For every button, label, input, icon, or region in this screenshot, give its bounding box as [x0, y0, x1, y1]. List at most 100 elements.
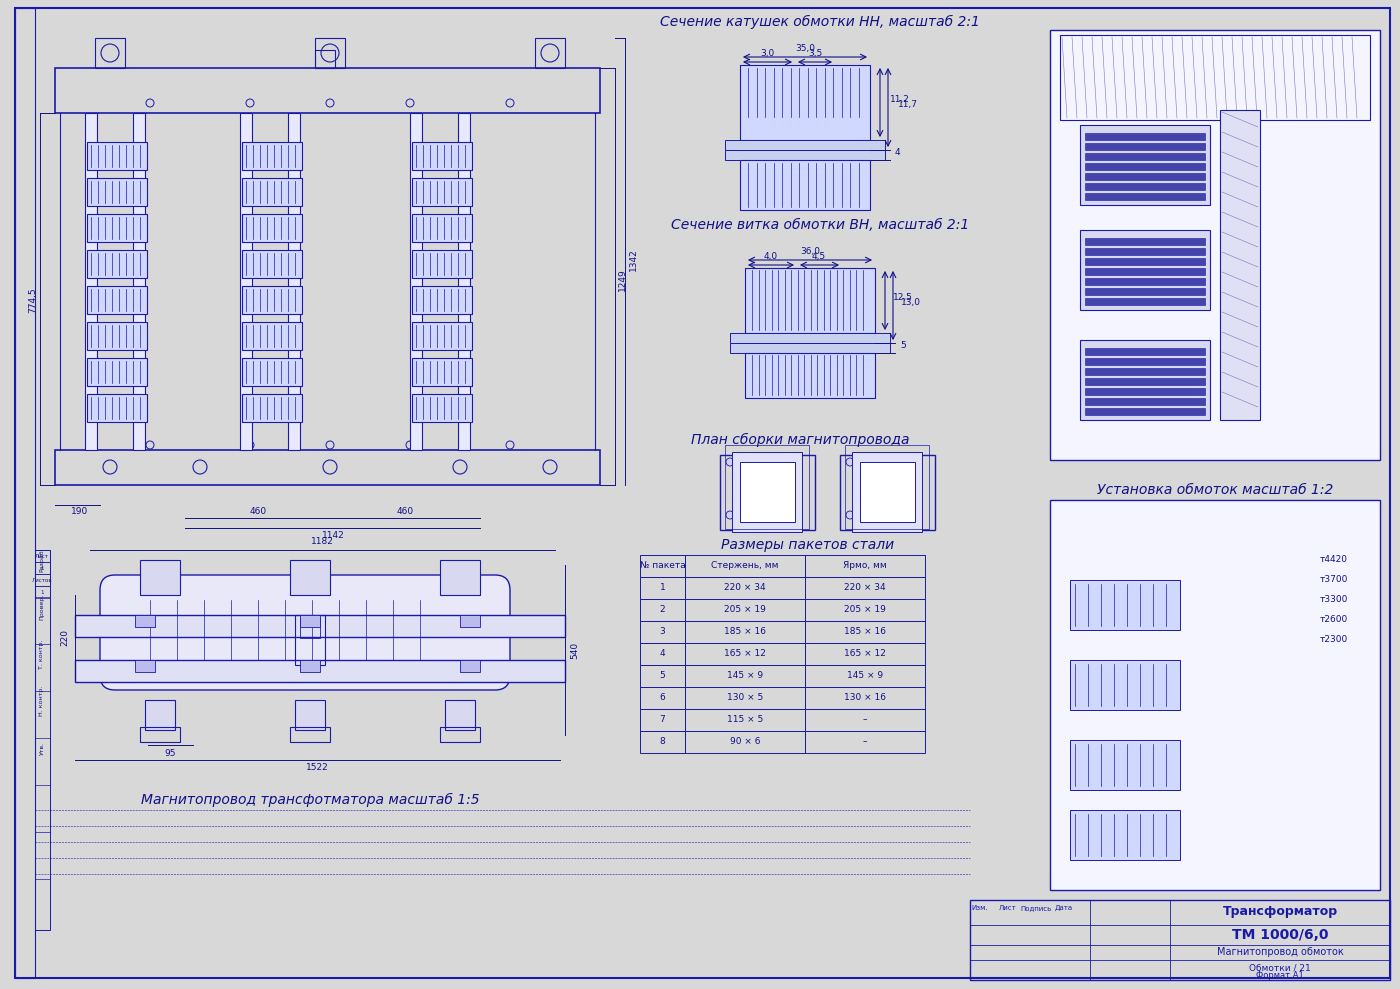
Bar: [1070, 740, 1180, 790]
Bar: [412, 177, 472, 206]
Bar: [640, 687, 685, 709]
Text: –: –: [862, 715, 867, 725]
Text: 115 × 5: 115 × 5: [727, 715, 763, 725]
Bar: [805, 709, 925, 731]
Bar: [1085, 408, 1205, 415]
Text: 1: 1: [41, 566, 43, 571]
Bar: [729, 333, 890, 343]
Text: 6: 6: [659, 693, 665, 702]
Bar: [242, 177, 302, 206]
Text: 11,7: 11,7: [897, 100, 918, 109]
Circle shape: [791, 511, 799, 519]
Text: Ярмо, мм: Ярмо, мм: [843, 562, 886, 571]
Bar: [685, 709, 805, 731]
Bar: [55, 68, 601, 113]
Bar: [140, 560, 181, 595]
Bar: [35, 550, 50, 562]
Bar: [685, 599, 805, 621]
Bar: [1085, 193, 1205, 200]
Bar: [535, 38, 566, 68]
Bar: [412, 321, 472, 349]
Text: Лист: Лист: [1000, 905, 1016, 911]
Text: т3700: т3700: [1320, 576, 1348, 584]
Bar: [1085, 163, 1205, 170]
Bar: [720, 455, 815, 530]
Text: 185 × 16: 185 × 16: [844, 627, 886, 637]
Text: 145 × 9: 145 × 9: [727, 672, 763, 680]
Text: 3: 3: [659, 627, 665, 637]
Text: Т. контр.: Т. контр.: [39, 639, 45, 669]
Text: 220 × 34: 220 × 34: [844, 584, 886, 592]
Bar: [242, 357, 302, 386]
Text: Формат А1: Формат А1: [1256, 970, 1303, 979]
Text: 540: 540: [571, 642, 580, 659]
Text: Сечение катушек обмотки НН, масштаб 2:1: Сечение катушек обмотки НН, масштаб 2:1: [659, 15, 980, 29]
Bar: [640, 709, 685, 731]
Text: 1: 1: [659, 584, 665, 592]
Bar: [146, 700, 175, 730]
Bar: [805, 731, 925, 753]
Bar: [1085, 348, 1205, 355]
Bar: [1085, 378, 1205, 385]
Text: Листов: Листов: [32, 578, 52, 583]
Circle shape: [846, 511, 854, 519]
Bar: [87, 141, 147, 169]
Text: 12,5: 12,5: [893, 293, 913, 302]
Bar: [461, 660, 480, 672]
Text: Лист: Лист: [35, 554, 49, 559]
Text: 4,5: 4,5: [812, 252, 826, 261]
Text: Провер.: Провер.: [39, 593, 45, 620]
Bar: [15, 8, 35, 978]
Bar: [741, 160, 869, 210]
Bar: [242, 394, 302, 421]
Bar: [853, 452, 923, 532]
Bar: [35, 574, 50, 586]
Text: Трансформатор: Трансформатор: [1222, 906, 1337, 919]
Bar: [805, 643, 925, 665]
Bar: [1070, 660, 1180, 710]
Bar: [461, 615, 480, 627]
Bar: [134, 660, 155, 672]
Text: 1522: 1522: [305, 764, 329, 772]
Bar: [76, 660, 566, 682]
Bar: [300, 618, 321, 638]
Bar: [1219, 110, 1260, 420]
Bar: [805, 599, 925, 621]
Text: т3300: т3300: [1320, 595, 1348, 604]
Bar: [860, 462, 916, 522]
Bar: [685, 643, 805, 665]
Bar: [640, 577, 685, 599]
Bar: [685, 621, 805, 643]
Text: 5: 5: [659, 672, 665, 680]
Bar: [685, 555, 805, 577]
Bar: [1085, 298, 1205, 305]
Bar: [1085, 268, 1205, 275]
Bar: [412, 357, 472, 386]
Bar: [458, 113, 470, 450]
Text: 1182: 1182: [311, 537, 333, 547]
Bar: [640, 621, 685, 643]
Text: 165 × 12: 165 × 12: [724, 650, 766, 659]
Bar: [35, 562, 50, 574]
Bar: [745, 353, 875, 398]
Bar: [412, 249, 472, 278]
Bar: [412, 394, 472, 421]
Bar: [242, 286, 302, 314]
Bar: [970, 900, 1390, 980]
Text: 1249: 1249: [617, 269, 627, 292]
Bar: [290, 727, 330, 742]
Bar: [87, 394, 147, 421]
Bar: [805, 621, 925, 643]
Text: Стержень, мм: Стержень, мм: [711, 562, 778, 571]
Text: Магнитопровод обмоток: Магнитопровод обмоток: [1217, 947, 1344, 957]
Text: 190: 190: [71, 507, 88, 516]
Bar: [1070, 810, 1180, 860]
Circle shape: [791, 458, 799, 466]
Text: 7: 7: [659, 715, 665, 725]
Bar: [1050, 500, 1380, 890]
Bar: [685, 665, 805, 687]
Bar: [95, 38, 125, 68]
Text: № пакета: № пакета: [640, 562, 686, 571]
Bar: [741, 462, 795, 522]
Bar: [85, 113, 97, 450]
